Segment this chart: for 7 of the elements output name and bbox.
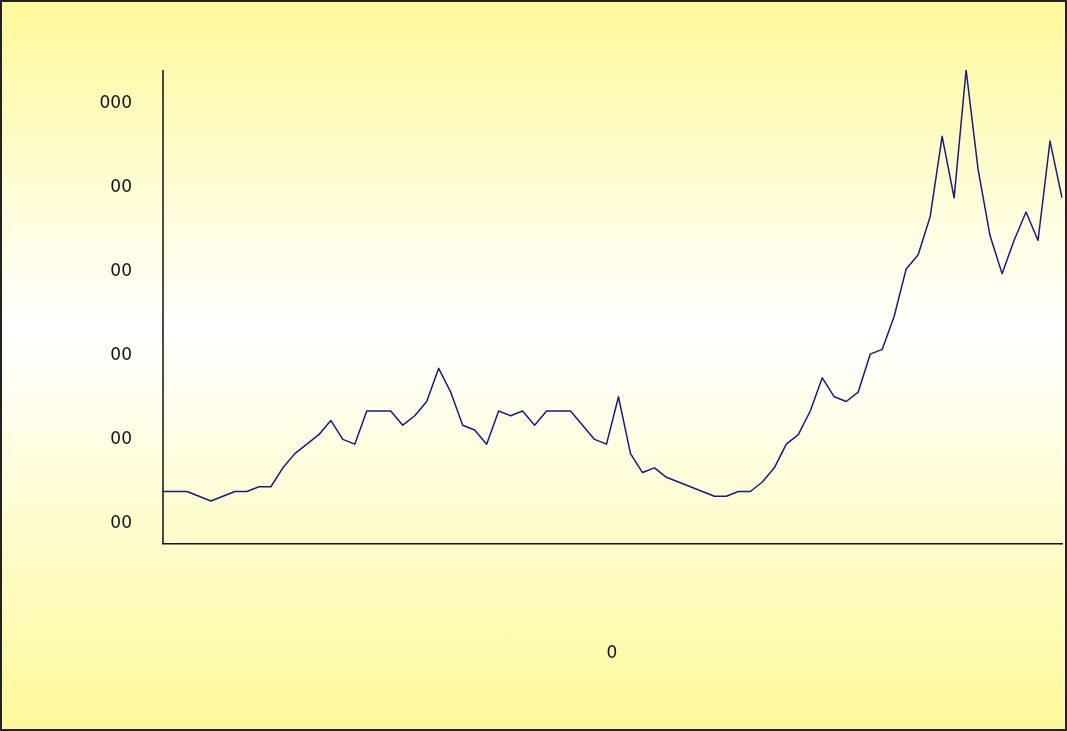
text: 0 xyxy=(605,642,619,662)
text: 000 xyxy=(99,92,132,112)
text: 00 xyxy=(110,176,132,196)
text: 00 xyxy=(110,512,132,532)
text: 00 xyxy=(110,428,132,448)
text: 00 xyxy=(110,344,132,364)
text: 00 xyxy=(110,260,132,280)
